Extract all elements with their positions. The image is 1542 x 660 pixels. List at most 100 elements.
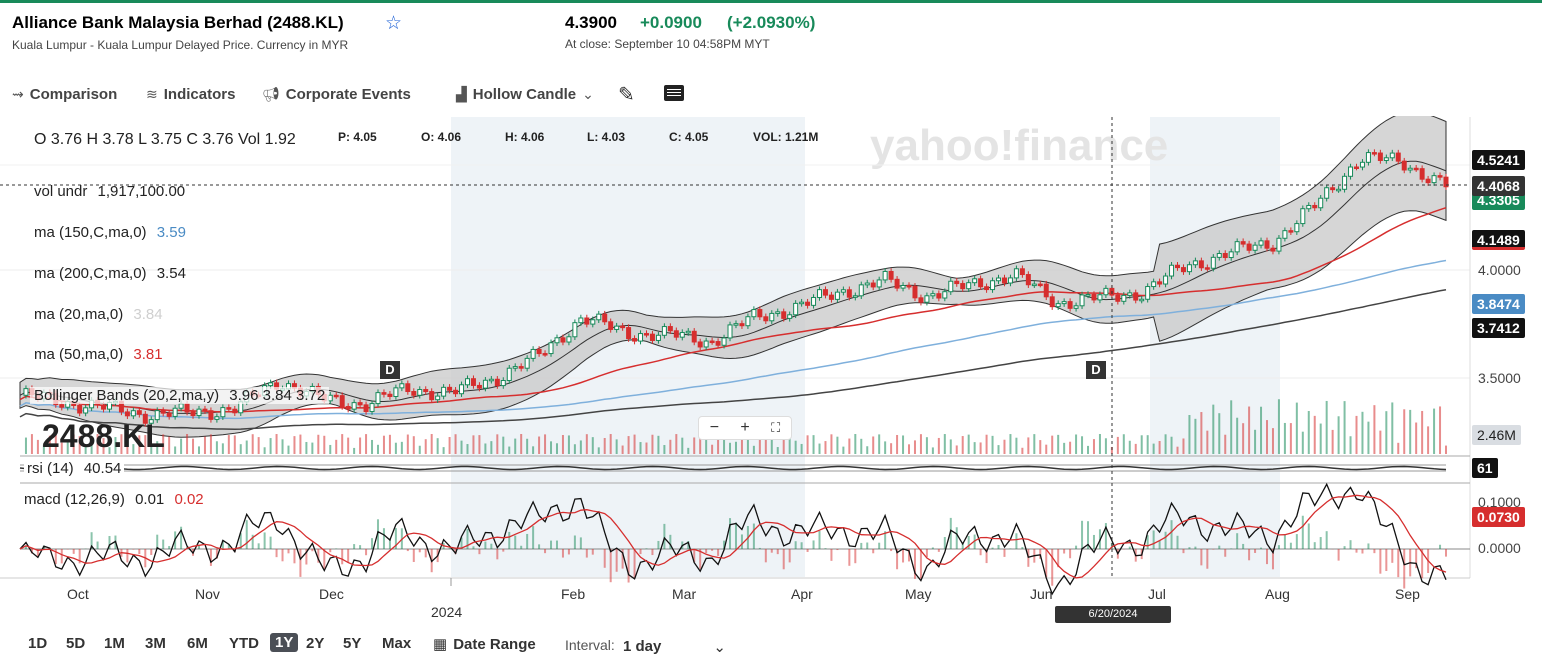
volume-bar [705,440,708,454]
table-view-icon[interactable] [664,85,684,101]
ma150-legend[interactable]: ma (150,C,ma,0) 3.59 [34,224,186,241]
candle-body [435,395,441,401]
macd-histogram-bar [1349,540,1352,549]
volume-bar [985,434,988,454]
date-range-button[interactable]: ▦ Date Range [433,635,536,654]
candle-body [1180,267,1186,273]
macd-histogram-bar [919,549,922,579]
x-tick-year: 2024 [431,604,463,620]
rsi-legend[interactable]: rsi (14) 40.54 [24,460,125,477]
macd-histogram-bar [579,537,582,549]
candle-body [584,317,590,325]
interval-value: 1 day [623,638,662,655]
volume-bar [1027,437,1030,454]
volume-bar [1128,440,1131,454]
ma50-label: ma (50,ma,0) [34,346,124,363]
macd-histogram-bar [1200,549,1203,566]
volume-bar [120,434,123,454]
candle-body [709,340,715,344]
candle-body [608,321,614,330]
interval-select[interactable]: 1 day ⌄ [623,638,726,656]
dividend-marker[interactable]: D [1086,361,1106,379]
candle-body [1037,283,1043,287]
volume-bar [1283,422,1286,454]
range-ytd[interactable]: YTD [229,635,259,652]
ma200-legend[interactable]: ma (200,C,ma,0) 3.54 [34,265,186,282]
macd-histogram-bar [639,549,642,555]
macd-histogram-bar [1039,549,1042,559]
volume-bar [1433,408,1436,454]
corporate-events-button[interactable]: 📢︎ Corporate Events [262,86,411,103]
comparison-button[interactable]: ⇝ Comparison [12,86,117,103]
price-chart[interactable]: yahoo!finance [0,116,1542,624]
ma50-legend[interactable]: ma (50,ma,0) 3.81 [34,346,163,363]
macd-histogram-bar [1379,549,1382,574]
macd-histogram-bar [317,549,320,563]
candle-body [1288,230,1294,233]
macd-signal-line [19,494,1447,579]
candle-body [811,296,817,306]
ma20-value: 3.84 [133,306,163,323]
macd-histogram-bar [1236,533,1239,549]
ma50-line [19,206,1447,413]
volume-bar [544,434,547,454]
range-max[interactable]: Max [382,635,412,652]
range-1d[interactable]: 1D [28,635,48,652]
range-5d[interactable]: 5D [66,635,86,652]
candle-body [655,334,661,341]
range-1m[interactable]: 1M [104,635,125,652]
macd-histogram-bar [1403,549,1406,589]
bollinger-legend[interactable]: Bollinger Bands (20,2,ma,y) 3.96 3.84 3.… [30,387,330,404]
volume-bar [693,437,696,454]
indicators-button[interactable]: ≋ Indicators [146,86,235,103]
candle-body [172,407,178,417]
vol-undr-legend[interactable]: vol undr 1,917,100.00 [34,183,185,200]
macd-histogram-bar [591,549,594,555]
dividend-marker[interactable]: D [380,361,400,379]
volume-bar [36,439,39,454]
macd-histogram-bar [484,541,487,549]
volume-bar [1176,446,1179,454]
candle-body [990,280,996,291]
candle-body [1103,287,1109,296]
macd-histogram-bar [406,549,409,552]
range-5y[interactable]: 5Y [343,635,362,652]
macd-histogram-bar [1391,549,1394,563]
candle-body [220,407,226,418]
volume-bar [585,434,588,454]
candle-body [1306,204,1312,210]
star-icon[interactable]: ☆ [385,13,403,34]
volume-bar [788,434,791,454]
fit-screen-icon[interactable]: ⛶ [771,420,781,435]
zoom-out-icon[interactable]: − [709,419,720,436]
volume-bar [675,434,678,454]
macd-histogram-bar [108,536,111,549]
candle-body [846,289,852,298]
candle-body [1258,240,1264,246]
macd-histogram-bar [287,549,290,554]
macd-histogram-bar [418,549,421,553]
volume-bar [991,435,994,454]
macd-histogram-bar [985,549,988,564]
range-6m[interactable]: 6M [187,635,208,652]
candle-body [1151,281,1157,288]
range-3m[interactable]: 3M [145,635,166,652]
candle-type-select[interactable]: ▟ Hollow Candle ⌄ [456,86,594,103]
candle-body [1252,244,1258,251]
volume-bar [394,442,397,454]
range-2y[interactable]: 2Y [306,635,325,652]
volume-bar [203,436,206,454]
volume-bar [371,439,374,454]
macd-histogram-bar [365,549,368,556]
indicators-label: Indicators [163,86,236,103]
zoom-in-icon[interactable]: + [740,419,750,436]
range-1y[interactable]: 1Y [270,633,299,652]
ma20-legend[interactable]: ma (20,ma,0) 3.84 [34,306,163,323]
macd-legend[interactable]: macd (12,26,9) 0.01 0.02 [24,491,204,508]
candle-body [1073,305,1079,309]
volume-bar [1361,411,1364,454]
volume-bar [1200,412,1203,454]
candle-body [960,283,966,290]
candle-body [268,382,274,387]
pencil-icon[interactable]: ✎ [618,84,635,106]
